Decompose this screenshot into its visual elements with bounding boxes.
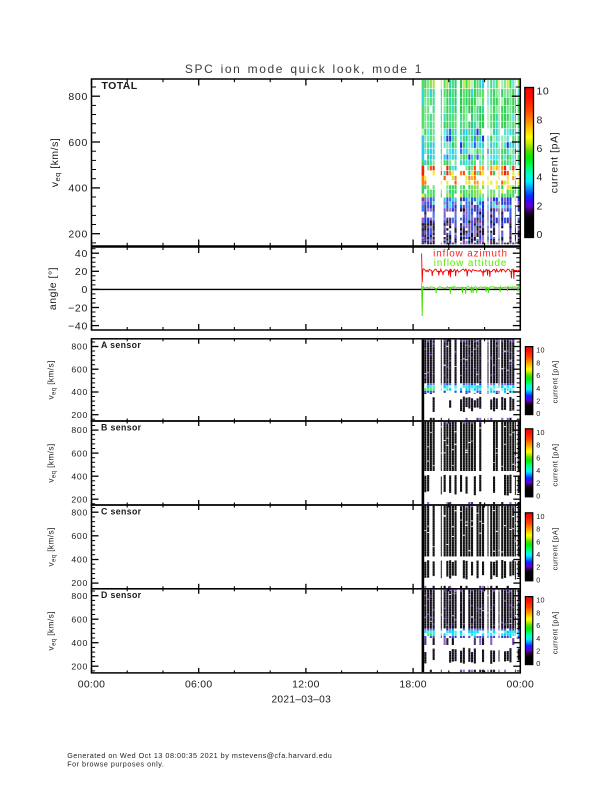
svg-text:00:00: 00:00 <box>78 680 106 691</box>
svg-text:200: 200 <box>71 578 88 588</box>
svg-text:800: 800 <box>68 91 88 103</box>
svg-text:For browse purposes only.: For browse purposes only. <box>67 760 164 769</box>
svg-text:18:00: 18:00 <box>399 680 427 691</box>
svg-text:800: 800 <box>71 342 88 352</box>
svg-text:6: 6 <box>536 537 540 546</box>
svg-text:6: 6 <box>536 371 540 380</box>
svg-text:TOTAL: TOTAL <box>102 80 138 92</box>
svg-text:10: 10 <box>536 512 545 521</box>
svg-text:B sensor: B sensor <box>101 422 142 432</box>
svg-text:current [pA]: current [pA] <box>551 611 560 654</box>
svg-text:2: 2 <box>536 563 540 572</box>
svg-text:600: 600 <box>71 448 88 458</box>
svg-text:06:00: 06:00 <box>185 680 213 691</box>
svg-text:current [pA]: current [pA] <box>549 132 561 193</box>
svg-text:0: 0 <box>536 491 540 500</box>
svg-text:8: 8 <box>536 525 540 534</box>
svg-text:0: 0 <box>536 409 540 418</box>
svg-text:600: 600 <box>71 531 88 541</box>
svg-text:veq [km/s]: veq [km/s] <box>46 611 58 650</box>
svg-text:00:00: 00:00 <box>507 680 535 691</box>
svg-text:2021‒03‒03: 2021‒03‒03 <box>271 695 331 706</box>
svg-text:200: 200 <box>71 661 88 671</box>
svg-text:current [pA]: current [pA] <box>551 527 560 570</box>
svg-text:0: 0 <box>536 659 540 668</box>
svg-text:12:00: 12:00 <box>292 680 320 691</box>
svg-text:400: 400 <box>68 183 88 195</box>
svg-text:200: 200 <box>71 410 88 420</box>
svg-text:400: 400 <box>71 471 88 481</box>
svg-text:Generated on Wed Oct 13 08:00:: Generated on Wed Oct 13 08:00:35 2021 by… <box>67 751 332 760</box>
svg-text:D sensor: D sensor <box>101 590 142 600</box>
svg-text:8: 8 <box>537 114 543 126</box>
svg-text:400: 400 <box>71 387 88 397</box>
svg-text:inflow azimuth: inflow azimuth <box>433 249 508 260</box>
svg-text:200: 200 <box>71 494 88 504</box>
svg-text:10: 10 <box>536 428 545 437</box>
svg-text:2: 2 <box>536 479 540 488</box>
svg-text:4: 4 <box>536 384 540 393</box>
svg-text:inflow attitude: inflow attitude <box>434 258 507 269</box>
svg-text:A sensor: A sensor <box>101 340 141 350</box>
svg-text:2: 2 <box>536 397 540 406</box>
svg-text:veq [km/s]: veq [km/s] <box>46 443 58 482</box>
svg-text:8: 8 <box>536 358 540 367</box>
svg-text:4: 4 <box>536 466 540 475</box>
svg-text:800: 800 <box>71 591 88 601</box>
svg-text:800: 800 <box>71 507 88 517</box>
svg-text:2: 2 <box>536 647 540 656</box>
svg-text:8: 8 <box>536 608 540 617</box>
svg-text:200: 200 <box>68 229 88 241</box>
svg-text:current [pA]: current [pA] <box>551 443 560 486</box>
svg-text:4: 4 <box>536 550 540 559</box>
svg-text:400: 400 <box>71 555 88 565</box>
svg-text:4: 4 <box>536 634 540 643</box>
svg-text:SPC ion mode quick look, mode: SPC ion mode quick look, mode 1 <box>185 62 423 76</box>
svg-text:8: 8 <box>536 441 540 450</box>
svg-text:6: 6 <box>536 453 540 462</box>
svg-text:10: 10 <box>537 86 550 98</box>
svg-text:0: 0 <box>81 284 88 296</box>
svg-text:6: 6 <box>536 621 540 630</box>
svg-text:10: 10 <box>536 346 545 355</box>
svg-text:600: 600 <box>68 137 88 149</box>
svg-text:20: 20 <box>75 266 88 278</box>
svg-text:6: 6 <box>537 143 543 155</box>
svg-text:600: 600 <box>71 614 88 624</box>
svg-text:400: 400 <box>71 638 88 648</box>
svg-text:10: 10 <box>536 596 545 605</box>
svg-text:800: 800 <box>71 425 88 435</box>
svg-text:600: 600 <box>71 364 88 374</box>
svg-text:C sensor: C sensor <box>101 506 142 516</box>
svg-text:−20: −20 <box>68 302 88 314</box>
svg-text:40: 40 <box>75 248 88 260</box>
svg-text:veq [km/s]: veq [km/s] <box>46 360 58 399</box>
svg-text:veq [km/s]: veq [km/s] <box>49 138 62 188</box>
svg-text:veq [km/s]: veq [km/s] <box>46 527 58 566</box>
svg-text:0: 0 <box>536 575 540 584</box>
svg-text:4: 4 <box>537 172 543 184</box>
svg-text:−40: −40 <box>68 320 88 332</box>
svg-text:2: 2 <box>537 200 543 212</box>
svg-text:angle [°]: angle [°] <box>47 267 59 310</box>
svg-text:current [pA]: current [pA] <box>551 360 560 403</box>
svg-text:0: 0 <box>537 229 543 241</box>
